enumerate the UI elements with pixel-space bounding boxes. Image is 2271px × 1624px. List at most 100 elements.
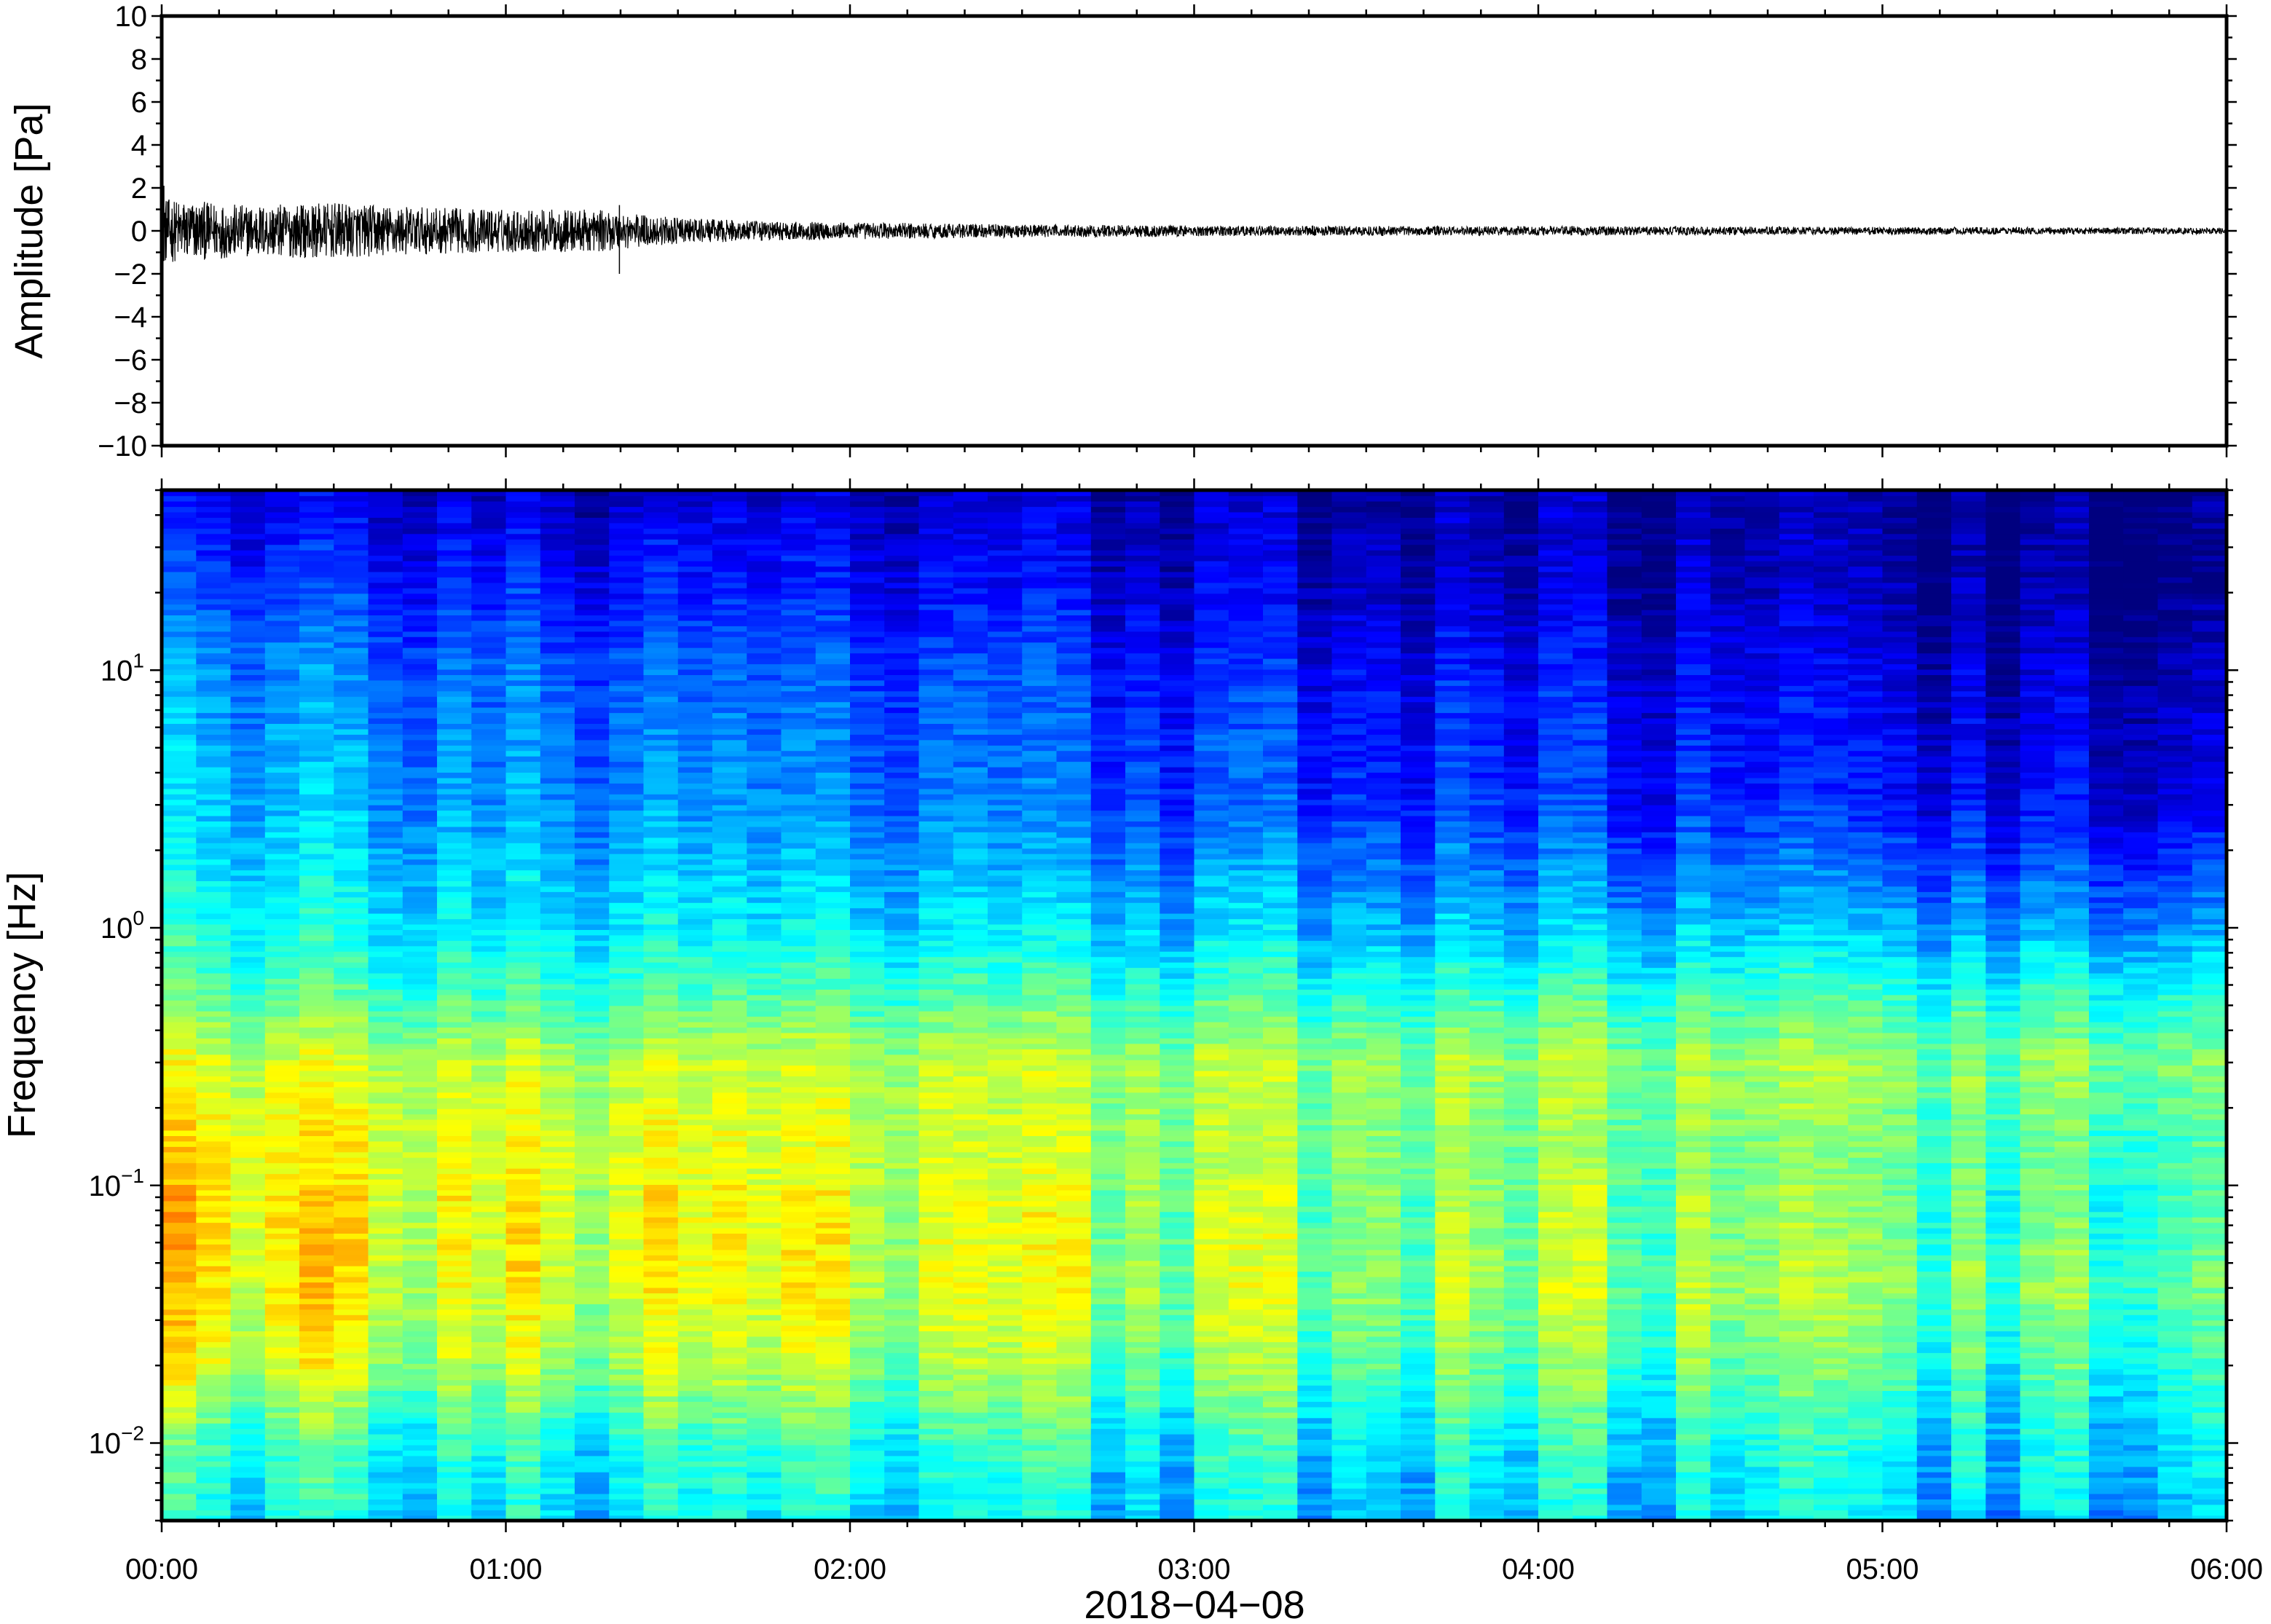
spectrogram-cell [815,1054,851,1060]
spectrogram-cell [850,1363,885,1370]
spectrogram-cell [368,1493,404,1499]
spectrogram-cell [540,912,575,920]
spectrogram-cell [368,929,404,936]
spectrogram-cell [643,1076,679,1082]
spectrogram-cell [575,1282,610,1288]
spectrogram-cell [609,1124,645,1131]
spectrogram-cell [712,1027,747,1033]
spectrogram-cell [747,1428,782,1435]
spectrogram-cell [299,1233,334,1239]
spectrogram-cell [402,717,438,724]
spectrogram-cell [953,923,988,930]
spectrogram-cell [677,1103,713,1109]
spectrogram-cell [953,1032,988,1038]
spectrogram-cell [575,1255,610,1261]
spectrogram-cell [815,934,851,941]
spectrogram-cell [402,967,438,974]
spectrogram-cell [781,1357,816,1364]
spectrogram-cell [575,1488,610,1494]
spectrogram-cell [850,972,885,979]
spectrogram-cell [437,788,472,795]
spectrogram-cell [781,734,816,741]
spectrogram-cell [368,1472,404,1478]
spectrogram-cell [230,1395,266,1402]
spectrogram-cell [712,912,747,920]
spectrogram-cell [643,1043,679,1049]
spectrogram-cell [815,1249,851,1256]
spectrogram-cell [575,685,610,692]
spectrogram-cell [575,517,610,524]
spectrogram-cell [505,810,541,816]
spectrogram-cell [918,848,954,854]
spectrogram-cell [988,1130,1023,1136]
spectrogram-cell [677,1390,713,1397]
spectrogram-cell [471,1357,507,1364]
spectrogram-cell [505,755,541,762]
spectrogram-cell [540,1070,575,1077]
spectrogram-cell [850,1244,885,1250]
spectrogram-cell [162,923,197,930]
spectrogram-cell [471,1477,507,1483]
spectrogram-cell [953,766,988,773]
spectrogram-cell [471,588,507,594]
spectrogram-cell [540,1206,575,1213]
spectrogram-cell [196,1466,232,1473]
spectrogram-cell [953,1113,988,1120]
spectrogram-cell [505,1130,541,1136]
spectrogram-cell [884,1515,920,1521]
spectrogram-cell [505,940,541,947]
spectrogram-cell [540,1005,575,1012]
spectrogram-cell [575,1249,610,1256]
spectrogram-cell [196,1092,232,1098]
spectrogram-cell [299,1314,334,1321]
spectrogram-cell [781,706,816,714]
spectrogram-cell [1022,1211,1058,1218]
spectrogram-cell [781,1135,816,1142]
spectrogram-cell [437,1282,472,1288]
spectrogram-cell [988,1244,1023,1250]
waveform-y-tick-label: −2 [114,259,147,291]
spectrogram-cell [299,761,334,768]
spectrogram-cell [781,1227,816,1234]
spectrogram-cell [643,1054,679,1060]
spectrogram-cell [264,1406,300,1413]
spectrogram-cell [471,1222,507,1229]
spectrogram-cell [1022,923,1058,930]
spectrogram-cell [402,669,438,675]
spectrogram-cell [815,1076,851,1082]
spectrogram-cell [402,577,438,583]
spectrogram-cell [540,880,575,887]
spectrogram-cell [402,1433,438,1440]
spectrogram-cell [471,1005,507,1012]
spectrogram-cell [953,1173,988,1180]
spectrogram-cell [230,1135,266,1142]
spectrogram-cell [918,951,954,958]
spectrogram-cell [815,679,851,686]
spectrogram-cell [1022,1092,1058,1098]
spectrogram-cell [850,945,885,952]
spectrogram-cell [747,723,782,730]
spectrogram-cell [540,701,575,708]
spectrogram-cell [299,1439,334,1446]
spectrogram-cell [575,794,610,800]
spectrogram-cell [781,1363,816,1370]
spectrogram-cell [609,663,645,670]
spectrogram-cell [712,832,747,838]
spectrogram-cell [230,1466,266,1473]
spectrogram-cell [850,636,885,643]
spectrogram-cell [884,772,920,779]
spectrogram-cell [918,712,954,719]
spectrogram-cell [368,1401,404,1408]
spectrogram-cell [505,1244,541,1250]
spectrogram-cell [368,972,404,979]
spectrogram-cell [334,1293,369,1299]
spectrogram-cell [437,1428,472,1435]
spectrogram-cell [575,1422,610,1430]
spectrogram-cell [402,1325,438,1332]
spectrogram-cell [884,626,920,632]
spectrogram-cell [747,1216,782,1223]
spectrogram-cell [918,1373,954,1381]
spectrogram-cell [712,972,747,979]
spectrogram-cell [162,1482,197,1489]
